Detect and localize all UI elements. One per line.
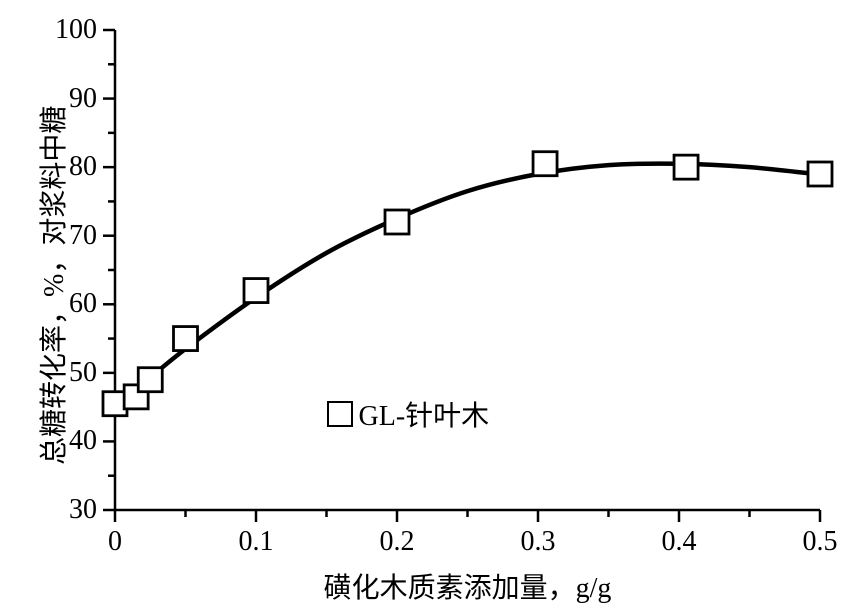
data-marker	[674, 155, 698, 179]
y-tick-label: 50	[69, 357, 97, 389]
data-marker	[385, 210, 409, 234]
legend-label: GL-针叶木	[359, 394, 490, 434]
y-tick-label: 70	[69, 220, 97, 252]
data-marker	[808, 162, 832, 186]
fitted-curve	[115, 164, 827, 404]
y-tick-label: 80	[69, 151, 97, 183]
chart-container: 总糖转化率，%，对浆料中糖 磺化木质素添加量，g/g 0 0.1 0.2 0.3 0.4…	[0, 0, 848, 608]
legend: GL-针叶木	[327, 394, 490, 434]
chart-svg	[0, 0, 848, 608]
y-tick-label: 100	[55, 14, 97, 46]
x-tick-label: 0	[108, 526, 122, 558]
x-tick-label: 0.1	[239, 526, 274, 558]
legend-marker-icon	[327, 401, 353, 427]
y-tick-label: 60	[69, 288, 97, 320]
data-marker	[244, 279, 268, 303]
x-tick-label: 0.5	[803, 526, 838, 558]
y-tick-label: 90	[69, 83, 97, 115]
x-tick-label: 0.4	[662, 526, 697, 558]
y-tick-label: 30	[69, 494, 97, 526]
x-axis-label: 磺化木质素添加量，g/g	[324, 566, 612, 606]
x-tick-label: 0.2	[380, 526, 415, 558]
x-tick-label: 0.3	[521, 526, 556, 558]
y-axis-label: 总糖转化率，%，对浆料中糖	[32, 106, 72, 465]
y-tick-label: 40	[69, 425, 97, 457]
data-marker	[533, 152, 557, 176]
data-marker	[138, 368, 162, 392]
data-marker	[174, 327, 198, 351]
